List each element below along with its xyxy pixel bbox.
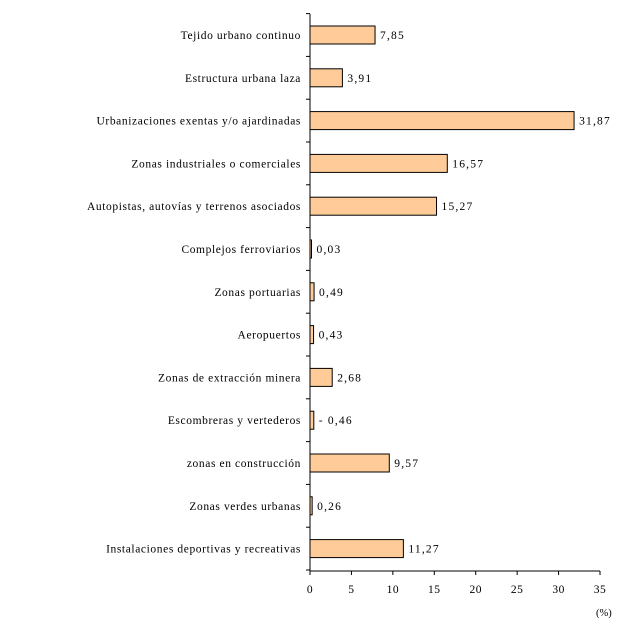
value-label: 11,27	[408, 544, 439, 556]
value-label: 0,26	[317, 501, 342, 513]
category-label: Autopistas, autovías y terrenos asociado…	[87, 201, 301, 213]
category-label: Zonas de extracción minera	[158, 372, 301, 384]
bars	[309, 25, 575, 559]
category-label: Tejido urbano continuo	[181, 30, 301, 42]
bar-8	[309, 367, 333, 387]
category-label: Complejos ferroviarios	[181, 244, 301, 256]
category-label: Instalaciones deportivas y recreativas	[106, 544, 301, 556]
value-label: 31,87	[579, 116, 611, 128]
bar-1	[309, 68, 343, 88]
x-tick-label: 30	[552, 584, 565, 596]
category-label: Zonas verdes urbanas	[189, 501, 301, 513]
value-label: - 0,46	[319, 415, 353, 427]
x-tick-label: 10	[387, 584, 400, 596]
x-tick-label: 20	[469, 584, 482, 596]
bar-0	[309, 25, 376, 45]
value-label: 0,43	[319, 330, 344, 342]
value-label: 3,91	[347, 73, 372, 85]
value-label: 7,85	[380, 30, 405, 42]
x-tick-label: 25	[511, 584, 524, 596]
x-tick-label: 5	[348, 584, 354, 596]
category-label: zonas en construcción	[187, 458, 301, 470]
category-label: Zonas portuarias	[214, 287, 301, 299]
category-label: Aeropuertos	[238, 330, 301, 342]
x-tick-label: 15	[428, 584, 441, 596]
axes: 0 5 10 15 20 25 30 35	[306, 13, 607, 596]
bar-7	[309, 325, 315, 345]
bar-10	[309, 453, 390, 473]
x-tick-label: 35	[594, 584, 607, 596]
bar-6	[309, 282, 315, 302]
category-labels: Tejido urbano continuo Estructura urbana …	[87, 30, 302, 556]
category-label: Escombreras y vertederos	[168, 415, 301, 427]
value-label: 9,57	[394, 458, 419, 470]
value-label: 15,27	[442, 201, 474, 213]
bar-9	[309, 410, 315, 430]
value-label: 16,57	[452, 158, 484, 170]
x-tick-label: 0	[307, 584, 313, 596]
category-label: Urbanizaciones exentas y/o ajardinadas	[97, 116, 302, 128]
value-labels: 7,85 3,91 31,87 16,57 15,27 0,03 0,49 0,43 2,68 -…	[317, 30, 611, 556]
bar-3	[309, 153, 448, 173]
x-axis-unit: (%)	[596, 608, 612, 619]
bar-2	[309, 111, 575, 131]
category-label: Estructura urbana laza	[185, 73, 301, 85]
value-label: 0,03	[317, 244, 342, 256]
bar-4	[309, 196, 438, 216]
value-label: 0,49	[319, 287, 344, 299]
category-label: Zonas industriales o comerciales	[131, 158, 301, 170]
bar-12	[309, 539, 404, 559]
value-label: 2,68	[337, 372, 362, 384]
